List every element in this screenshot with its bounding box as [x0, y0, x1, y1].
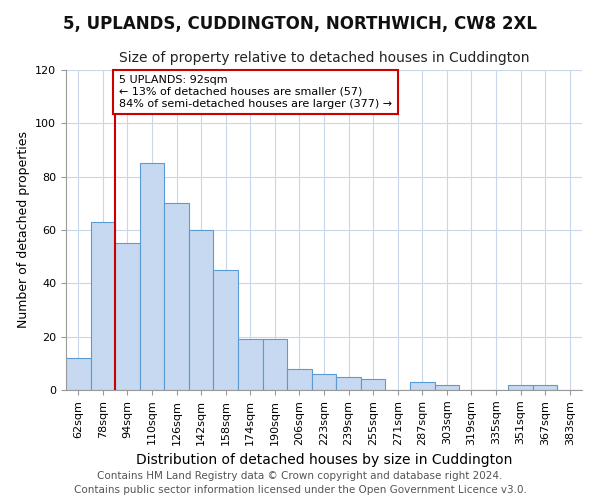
Bar: [312, 374, 336, 390]
Bar: [434, 384, 459, 390]
Text: 5, UPLANDS, CUDDINGTON, NORTHWICH, CW8 2XL: 5, UPLANDS, CUDDINGTON, NORTHWICH, CW8 2…: [63, 15, 537, 33]
Bar: [115, 244, 140, 390]
Bar: [361, 380, 385, 390]
Bar: [410, 382, 434, 390]
Bar: [164, 204, 189, 390]
X-axis label: Distribution of detached houses by size in Cuddington: Distribution of detached houses by size …: [136, 453, 512, 467]
Bar: [533, 384, 557, 390]
Bar: [287, 368, 312, 390]
Bar: [91, 222, 115, 390]
Bar: [336, 376, 361, 390]
Bar: [189, 230, 214, 390]
Text: 5 UPLANDS: 92sqm
← 13% of detached houses are smaller (57)
84% of semi-detached : 5 UPLANDS: 92sqm ← 13% of detached house…: [119, 76, 392, 108]
Bar: [263, 340, 287, 390]
Bar: [508, 384, 533, 390]
Bar: [140, 164, 164, 390]
Title: Size of property relative to detached houses in Cuddington: Size of property relative to detached ho…: [119, 50, 529, 64]
Y-axis label: Number of detached properties: Number of detached properties: [17, 132, 29, 328]
Bar: [214, 270, 238, 390]
Bar: [66, 358, 91, 390]
Text: Contains HM Land Registry data © Crown copyright and database right 2024.
Contai: Contains HM Land Registry data © Crown c…: [74, 471, 526, 495]
Bar: [238, 340, 263, 390]
